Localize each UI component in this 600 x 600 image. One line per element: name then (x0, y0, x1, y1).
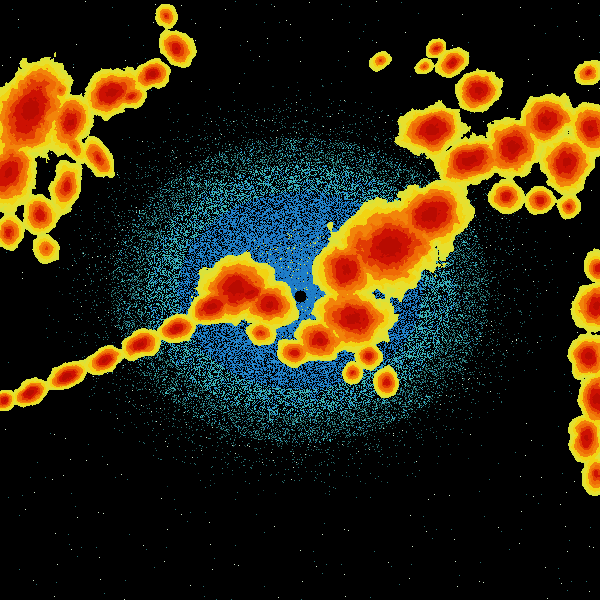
radar-reflectivity-canvas (0, 0, 600, 600)
radar-image-viewport: Reflectivity (dBZ) (0, 0, 600, 600)
